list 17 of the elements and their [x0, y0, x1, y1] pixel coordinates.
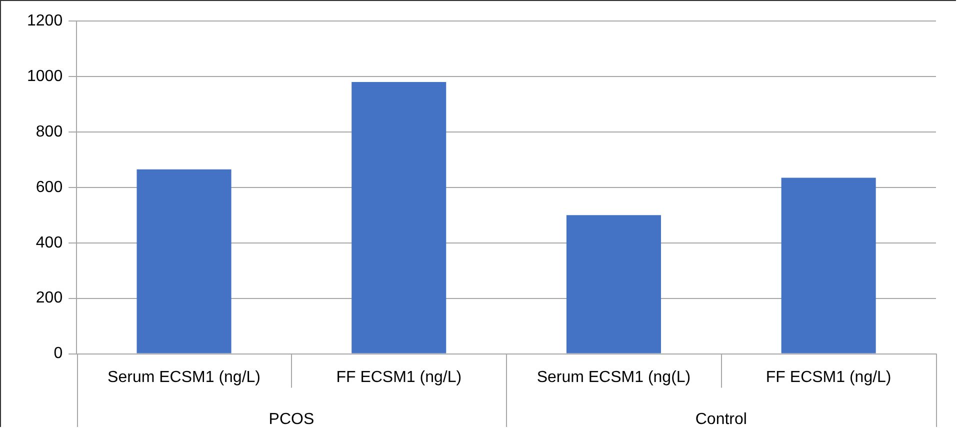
- text: Control: [695, 411, 747, 428]
- bar: [136, 169, 232, 354]
- y-tick-label: 600: [36, 178, 63, 196]
- x-tick-label: FF ECSM1 (ng/L): [766, 368, 892, 386]
- bar: [352, 82, 446, 354]
- bar: [566, 215, 661, 354]
- text: PCOS: [268, 411, 314, 428]
- y-tick-label: 1200: [27, 12, 63, 30]
- bar: [781, 178, 876, 354]
- x-tick-label: FF ECSM1 (ng/L): [336, 368, 462, 386]
- x-tick-label: Serum ECSM1 (ng(L): [536, 368, 691, 386]
- y-tick-label: 1000: [27, 68, 63, 85]
- y-tick-label: 400: [36, 234, 63, 252]
- y-tick-label: 200: [36, 290, 63, 307]
- y-tick-label: 0: [54, 345, 63, 362]
- x-tick-label: Serum ECSM1 (ng/L): [108, 368, 260, 386]
- y-tick-label: 800: [36, 123, 63, 140]
